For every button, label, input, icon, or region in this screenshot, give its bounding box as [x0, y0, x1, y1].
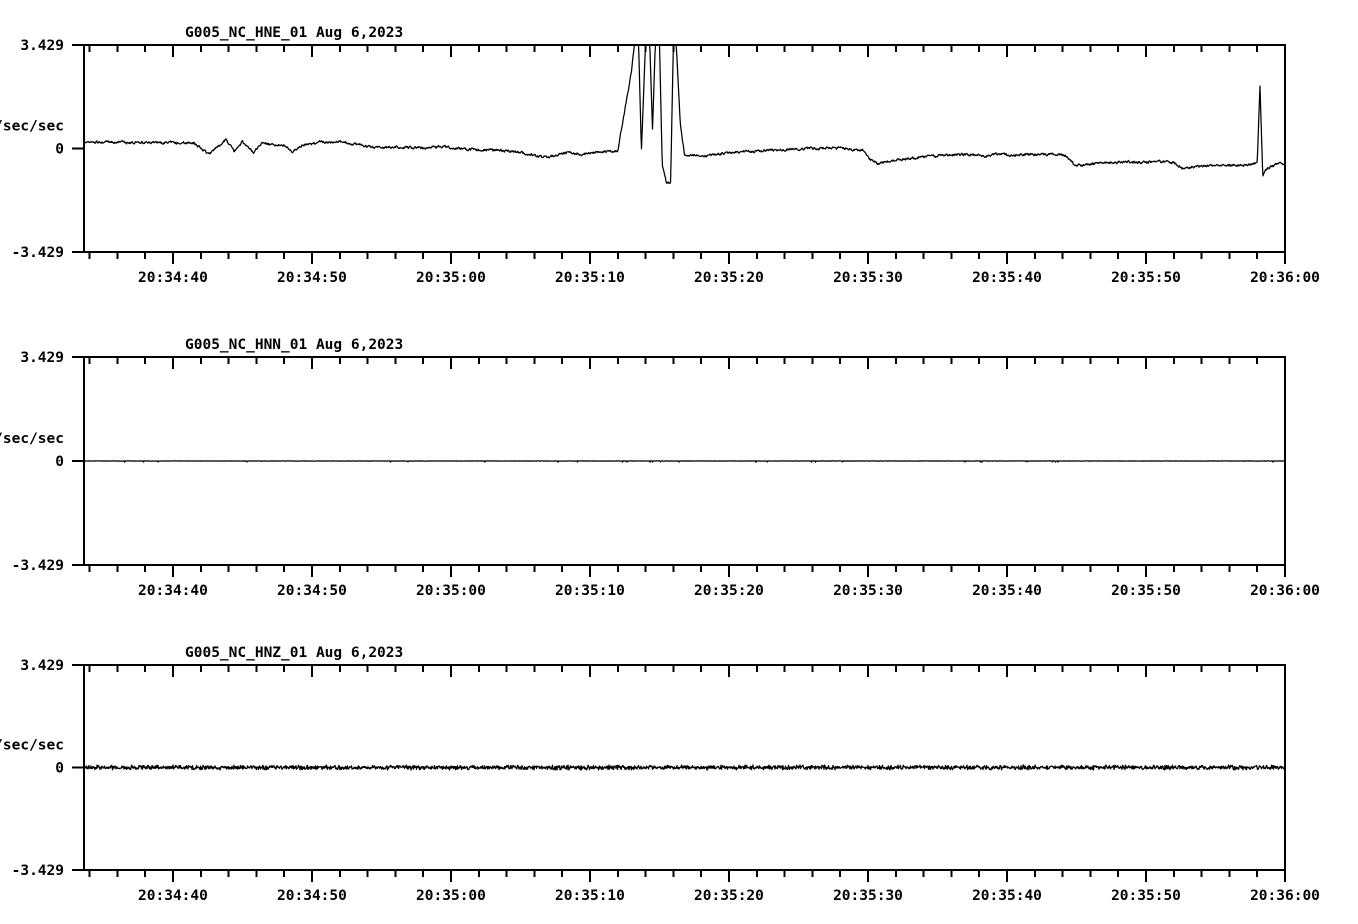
y-tick-label-max: 3.429 [20, 350, 64, 366]
y-axis-units-label: cm/sec/sec [0, 738, 64, 754]
panel-title: G005_NC_HNZ_01 Aug 6,2023 [185, 645, 403, 661]
x-tick-label: 20:34:50 [277, 888, 347, 904]
x-tick-label: 20:35:20 [694, 583, 764, 599]
panel-title: G005_NC_HNE_01 Aug 6,2023 [185, 25, 403, 41]
x-tick-label: 20:34:50 [277, 583, 347, 599]
x-tick-label: 20:36:00 [1250, 888, 1320, 904]
x-tick-label: 20:35:10 [555, 888, 625, 904]
x-tick-label: 20:35:20 [694, 270, 764, 286]
x-tick-label: 20:35:50 [1111, 583, 1181, 599]
x-tick-label: 20:35:30 [833, 270, 903, 286]
y-axis-units-label: cm/sec/sec [0, 119, 64, 135]
x-tick-label: 20:35:40 [972, 888, 1042, 904]
y-tick-label-max: 3.429 [20, 38, 64, 54]
x-tick-label: 20:36:00 [1250, 583, 1320, 599]
x-tick-label: 20:35:50 [1111, 888, 1181, 904]
x-tick-label: 20:35:10 [555, 270, 625, 286]
y-tick-label-min: -3.429 [12, 245, 64, 261]
x-tick-label: 20:34:40 [138, 888, 208, 904]
waveform-trace-HNN [83, 460, 1286, 463]
x-tick-label: 20:35:30 [833, 888, 903, 904]
y-axis-units-label: cm/sec/sec [0, 431, 64, 447]
panel-title: G005_NC_HNN_01 Aug 6,2023 [185, 337, 403, 353]
plot-frame [83, 44, 1286, 253]
y-tick-label-min: -3.429 [12, 863, 64, 879]
x-tick-label: 20:35:50 [1111, 270, 1181, 286]
y-tick-label-zero: 0 [55, 454, 64, 470]
x-tick-label: 20:35:00 [416, 888, 486, 904]
x-tick-label: 20:35:40 [972, 270, 1042, 286]
waveform-trace-HNZ [83, 764, 1286, 771]
seismogram-panel-G005_NC_HNZ_01: 20:34:40 20:34:50 20:35:00 20:35:10 20:35:20… [0, 645, 1320, 904]
y-tick-label-zero: 0 [55, 142, 64, 158]
x-tick-label: 20:35:20 [694, 888, 764, 904]
x-tick-label: 20:35:10 [555, 583, 625, 599]
x-tick-label: 20:35:30 [833, 583, 903, 599]
y-tick-label-max: 3.429 [20, 658, 64, 674]
y-tick-label-zero: 0 [55, 761, 64, 777]
x-tick-label: 20:35:00 [416, 270, 486, 286]
x-tick-label: 20:34:40 [138, 583, 208, 599]
x-tick-label: 20:34:40 [138, 270, 208, 286]
x-tick-label: 20:35:40 [972, 583, 1042, 599]
x-tick-label: 20:34:50 [277, 270, 347, 286]
seismogram-panel-G005_NC_HNN_01: 20:34:40 20:34:50 20:35:00 20:35:10 20:35:20… [0, 337, 1320, 599]
seismogram-panel-G005_NC_HNE_01: 20:34:40 20:34:50 20:35:00 20:35:10 20:35:20… [0, 25, 1320, 286]
x-tick-label: 20:35:00 [416, 583, 486, 599]
y-tick-label-min: -3.429 [12, 558, 64, 574]
waveform-trace-HNE [83, 44, 1286, 184]
x-tick-label: 20:36:00 [1250, 270, 1320, 286]
